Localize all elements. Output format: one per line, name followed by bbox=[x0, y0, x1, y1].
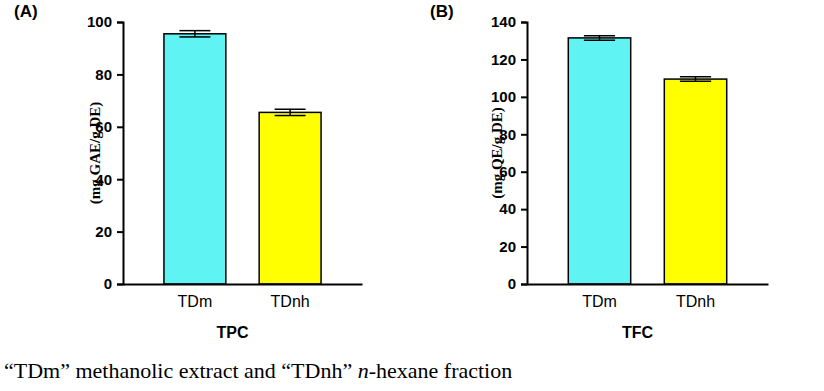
tick: 100 bbox=[87, 13, 123, 30]
tick-mark bbox=[117, 22, 123, 24]
axis-line bbox=[528, 284, 769, 286]
tick-mark bbox=[521, 22, 527, 24]
x-axis: TDm TDnh bbox=[124, 284, 363, 310]
tick: TDnh bbox=[271, 284, 310, 310]
error-cap bbox=[680, 81, 711, 83]
error-bar bbox=[275, 109, 306, 115]
tick-mark bbox=[117, 126, 123, 128]
error-bar bbox=[680, 77, 711, 81]
caption-part: -hexane fraction bbox=[369, 358, 513, 383]
error-cap bbox=[179, 36, 210, 38]
error-line bbox=[194, 31, 196, 37]
panel-title: (B) bbox=[430, 2, 454, 21]
caption-part: n bbox=[358, 358, 369, 383]
tick: 140 bbox=[491, 13, 527, 30]
bar bbox=[664, 79, 726, 284]
error-cap bbox=[275, 115, 306, 117]
y-axis-title: (mg QE/g DE) bbox=[489, 107, 506, 199]
tick: 0 bbox=[508, 275, 527, 292]
tick: 40 bbox=[499, 200, 527, 217]
tick-mark bbox=[521, 96, 527, 98]
panel-title: (A) bbox=[14, 2, 38, 21]
tick-label: 120 bbox=[491, 51, 516, 68]
caption: “TDm” methanolic extract and “TDnh” n-he… bbox=[4, 358, 512, 383]
plot-area bbox=[568, 36, 726, 284]
tick-mark bbox=[521, 134, 527, 136]
tick-label: 80 bbox=[95, 66, 112, 83]
bar bbox=[164, 34, 226, 284]
tick: 0 bbox=[104, 275, 123, 292]
bar bbox=[259, 112, 321, 284]
figure: 020406080100TDmTDnh(A)TPC(mg GAE/g DE)02… bbox=[0, 0, 824, 391]
axis-line bbox=[521, 23, 528, 285]
tick: 120 bbox=[491, 51, 527, 68]
tick-mark bbox=[521, 171, 527, 173]
tick-mark bbox=[117, 179, 123, 181]
tick-label: 20 bbox=[499, 238, 516, 255]
axis-line bbox=[124, 284, 363, 286]
tick-label: 140 bbox=[491, 13, 516, 30]
tick-label: 20 bbox=[95, 223, 112, 240]
tick: TDm bbox=[582, 284, 617, 310]
tick-mark bbox=[117, 74, 123, 76]
tick-mark bbox=[117, 284, 123, 286]
x-axis-title: TFC bbox=[622, 324, 654, 341]
tick: 20 bbox=[95, 223, 123, 240]
tick-mark bbox=[521, 59, 527, 61]
tick: TDnh bbox=[676, 284, 715, 310]
axis-line bbox=[117, 23, 124, 285]
y-axis: 020406080100 bbox=[87, 13, 124, 292]
error-line bbox=[289, 109, 291, 115]
error-cap bbox=[584, 35, 615, 37]
tick-mark bbox=[117, 231, 123, 233]
tick-label: 100 bbox=[87, 13, 112, 30]
error-cap bbox=[584, 39, 615, 41]
tick-label: 40 bbox=[499, 200, 516, 217]
tick-label: TDnh bbox=[271, 293, 310, 310]
error-bar bbox=[179, 31, 210, 37]
error-cap bbox=[275, 108, 306, 110]
error-cap bbox=[179, 30, 210, 32]
tick: TDm bbox=[178, 284, 213, 310]
caption-part: “TDm” methanolic extract and “TDnh” bbox=[4, 358, 358, 383]
tick-label: 0 bbox=[508, 275, 516, 292]
error-bar bbox=[584, 36, 615, 40]
tick-label: TDm bbox=[582, 293, 617, 310]
tick-label: 0 bbox=[104, 275, 112, 292]
tick: 100 bbox=[491, 88, 527, 105]
tick-mark bbox=[521, 284, 527, 286]
tick-label: 100 bbox=[491, 88, 516, 105]
tick-mark bbox=[521, 209, 527, 211]
tick: 20 bbox=[499, 238, 527, 255]
tick: 80 bbox=[95, 66, 123, 83]
x-axis-title: TPC bbox=[217, 324, 249, 341]
panel: 020406080100120140TDmTDnh(B)TFC(mg QE/g … bbox=[430, 2, 769, 341]
plot-area bbox=[164, 31, 321, 284]
bar bbox=[568, 38, 630, 284]
tick-label: TDm bbox=[178, 293, 213, 310]
error-cap bbox=[680, 76, 711, 78]
x-axis: TDm TDnh bbox=[528, 284, 769, 310]
y-axis-title: (mg GAE/g DE) bbox=[87, 102, 104, 205]
tick-label: TDnh bbox=[676, 293, 715, 310]
tick-mark bbox=[521, 246, 527, 248]
panel: 020406080100TDmTDnh(A)TPC(mg GAE/g DE) bbox=[14, 2, 363, 341]
